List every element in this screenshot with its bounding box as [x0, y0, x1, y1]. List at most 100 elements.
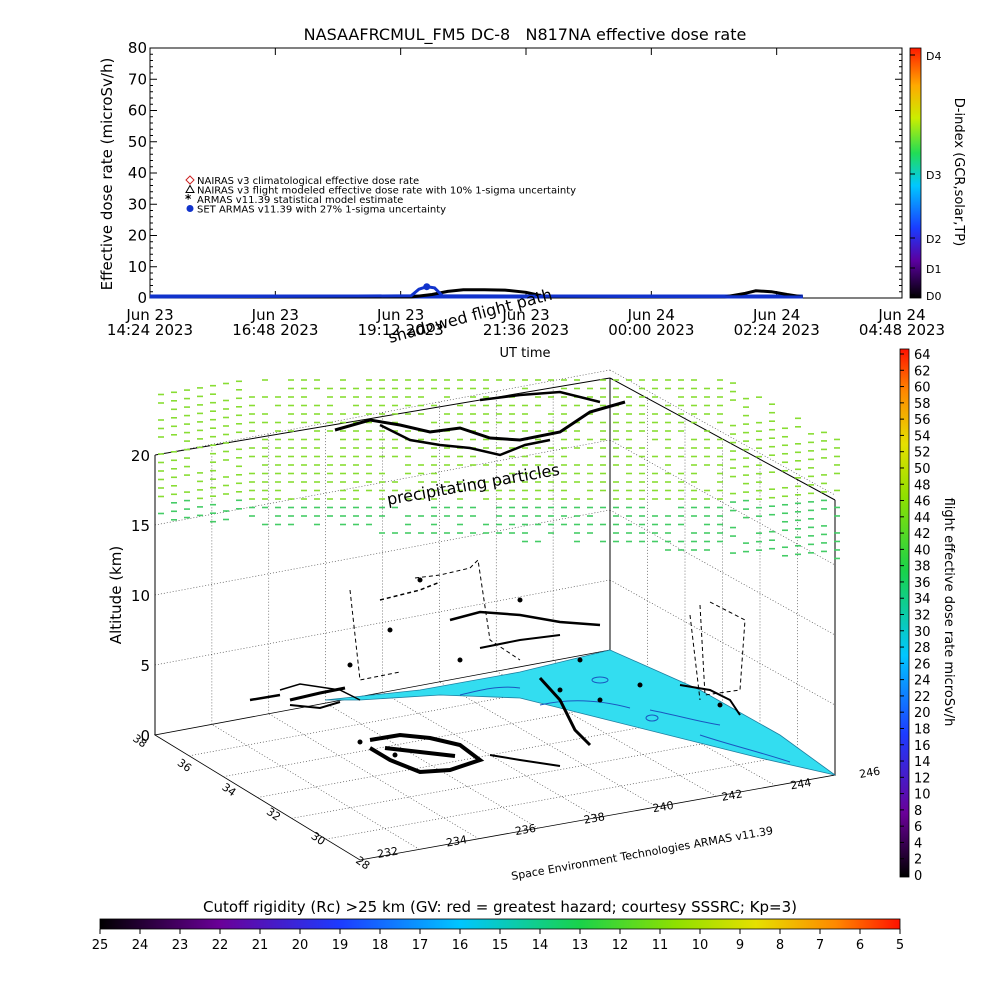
- flight-track: [384, 746, 456, 758]
- flight-track: [379, 581, 441, 601]
- cutoff-rigidity-tick-label: 6: [856, 938, 864, 953]
- top-x-axis-label: UT time: [500, 346, 551, 361]
- flight-track: [349, 589, 401, 681]
- dose-rate-tick-label: 64: [914, 348, 931, 363]
- cutoff-rigidity-map: [324, 649, 836, 776]
- cutoff-rigidity-tick-label: 13: [572, 938, 589, 953]
- cutoff-rigidity-ticks: 25 24 23 22 21 20 19 18 17 16 15 14 13 12 11 10 9 8 7 6 5: [92, 929, 904, 953]
- credit-text: Space Environment Technologies ARMAS v11…: [510, 824, 774, 883]
- dose-rate-tick-label: 40: [914, 543, 931, 558]
- dose-rate-tick-label: 44: [914, 511, 931, 526]
- cutoff-rigidity-tick-label: 18: [372, 938, 389, 953]
- floor-grid-line: [382, 692, 598, 818]
- cutoff-rigidity-tick-label: 7: [816, 938, 824, 953]
- dose-rate-colorbar: [899, 348, 910, 878]
- dose-rate-tick-label: 16: [914, 739, 931, 754]
- d-index-ticks: D4 D3 D2 D1 D0: [910, 50, 941, 303]
- top-legend: NAIRAS v3 climatological effective dose …: [185, 175, 576, 216]
- x-tick-time: 02:24 2023: [734, 321, 820, 339]
- flight-point: [387, 627, 393, 633]
- top-y-axis-label: Effective dose rate (microSv/h): [98, 58, 116, 291]
- cutoff-rigidity-tick-label: 22: [212, 938, 229, 953]
- flight-point: [637, 682, 643, 688]
- dose-rate-ticks: 0246810121416182022242628303234363840424…: [900, 348, 931, 884]
- longitude-axis: 232 234 236 238 240 242 244 246: [376, 765, 881, 861]
- dose-rate-tick-label: 62: [914, 364, 931, 379]
- flight-point: [417, 577, 423, 583]
- floor-grid-line: [291, 733, 761, 819]
- top-y-axis: 0 10 20 30 40 50 60 70 80: [128, 39, 902, 307]
- flight-point: [557, 687, 563, 693]
- set-armas-point: [423, 283, 431, 291]
- floor-grid-line: [268, 713, 479, 840]
- altitude-tick-label: 0: [140, 727, 150, 745]
- latitude-tick-label: 32: [264, 805, 283, 824]
- d-index-tick-label: D0: [926, 290, 941, 303]
- x-tick-date: Jun 24: [877, 306, 925, 324]
- dose-rate-tick-label: 34: [914, 592, 931, 607]
- altitude-tick-label: 15: [131, 517, 150, 535]
- dose-rate-tick-label: 30: [914, 625, 931, 640]
- dose-rate-tick-label: 24: [914, 674, 931, 689]
- cutoff-rigidity-title: Cutoff rigidity (Rc) >25 km (GV: red = g…: [203, 898, 797, 916]
- cutoff-rigidity-colorbar: [99, 918, 901, 930]
- flight-track: [489, 754, 561, 767]
- back-wall-grid-line: [154, 509, 611, 596]
- flight-track: [479, 634, 561, 649]
- cutoff-rigidity-tick-label: 12: [612, 938, 629, 953]
- flight-point: [577, 657, 583, 663]
- dose-rate-tick-label: 52: [914, 446, 931, 461]
- top-chart-title: NASAAFRCMUL_FM5 DC-8 N817NA effective do…: [304, 25, 747, 45]
- dose-rate-tick-label: 36: [914, 576, 931, 591]
- series-line: [149, 285, 803, 299]
- longitude-tick-label: 242: [721, 787, 744, 803]
- cutoff-rigidity-tick-label: 16: [452, 938, 469, 953]
- top-plot-frame: [149, 47, 903, 299]
- cutoff-rigidity-tick-label: 23: [172, 938, 189, 953]
- floor-grid-line: [552, 660, 776, 786]
- dose-rate-tick-label: 12: [914, 771, 931, 786]
- dose-rate-tick-label: 60: [914, 381, 931, 396]
- precipitating-particles-field: [158, 379, 840, 560]
- y-tick-label: 20: [128, 227, 147, 245]
- cutoff-rigidity-tick-label: 9: [736, 938, 744, 953]
- flight-track: [249, 693, 281, 702]
- dose-rate-tick-label: 28: [914, 641, 931, 656]
- d-index-colorbar-label: D-index (GCR,solar,TP): [951, 98, 966, 246]
- cutoff-rigidity-tick-label: 10: [692, 938, 709, 953]
- dose-rate-tick-label: 10: [914, 788, 931, 803]
- flight-track: [334, 400, 626, 442]
- cutoff-rigidity-tick-label: 21: [252, 938, 269, 953]
- legend-label: SET ARMAS v11.39 with 27% 1-sigma uncert…: [197, 205, 446, 216]
- latitude-tick-label: 30: [309, 829, 328, 848]
- x-tick-time: 21:36 2023: [483, 321, 569, 339]
- x-tick-date: Jun 23: [376, 306, 424, 324]
- legend-marker-dot: [186, 205, 194, 212]
- y-tick-label: 40: [128, 164, 147, 182]
- longitude-tick-label: 234: [445, 833, 468, 849]
- side-wall-grid-line: [609, 369, 836, 496]
- legend-marker-triangle: [185, 184, 195, 193]
- y-tick-label: 0: [137, 289, 147, 307]
- y-tick-label: 30: [128, 195, 147, 213]
- legend-label: NAIRAS v3 flight modeled effective dose …: [197, 186, 576, 197]
- longitude-tick-label: 236: [514, 822, 537, 838]
- dose-rate-colorbar-label: flight effective dose rate microSv/h: [941, 498, 956, 727]
- latitude-tick-label: 36: [175, 756, 194, 775]
- longitude-tick-label: 240: [652, 799, 675, 815]
- altitude-tick-label: 20: [131, 447, 150, 465]
- flight-point: [717, 702, 723, 708]
- altitude-axis: 0 5 10 15 20: [131, 447, 150, 745]
- dose-rate-tick-label: 48: [914, 478, 931, 493]
- dose-rate-tick-label: 2: [914, 853, 922, 868]
- dose-rate-tick-label: 0: [914, 869, 922, 884]
- x-tick-date: Jun 24: [752, 306, 800, 324]
- dose-rate-tick-label: 38: [914, 560, 931, 575]
- d-index-tick-label: D4: [926, 50, 941, 63]
- flight-track: [679, 684, 741, 716]
- dose-rate-tick-label: 22: [914, 690, 931, 705]
- flight-track: [379, 423, 551, 457]
- dose-rate-tick-label: 32: [914, 609, 931, 624]
